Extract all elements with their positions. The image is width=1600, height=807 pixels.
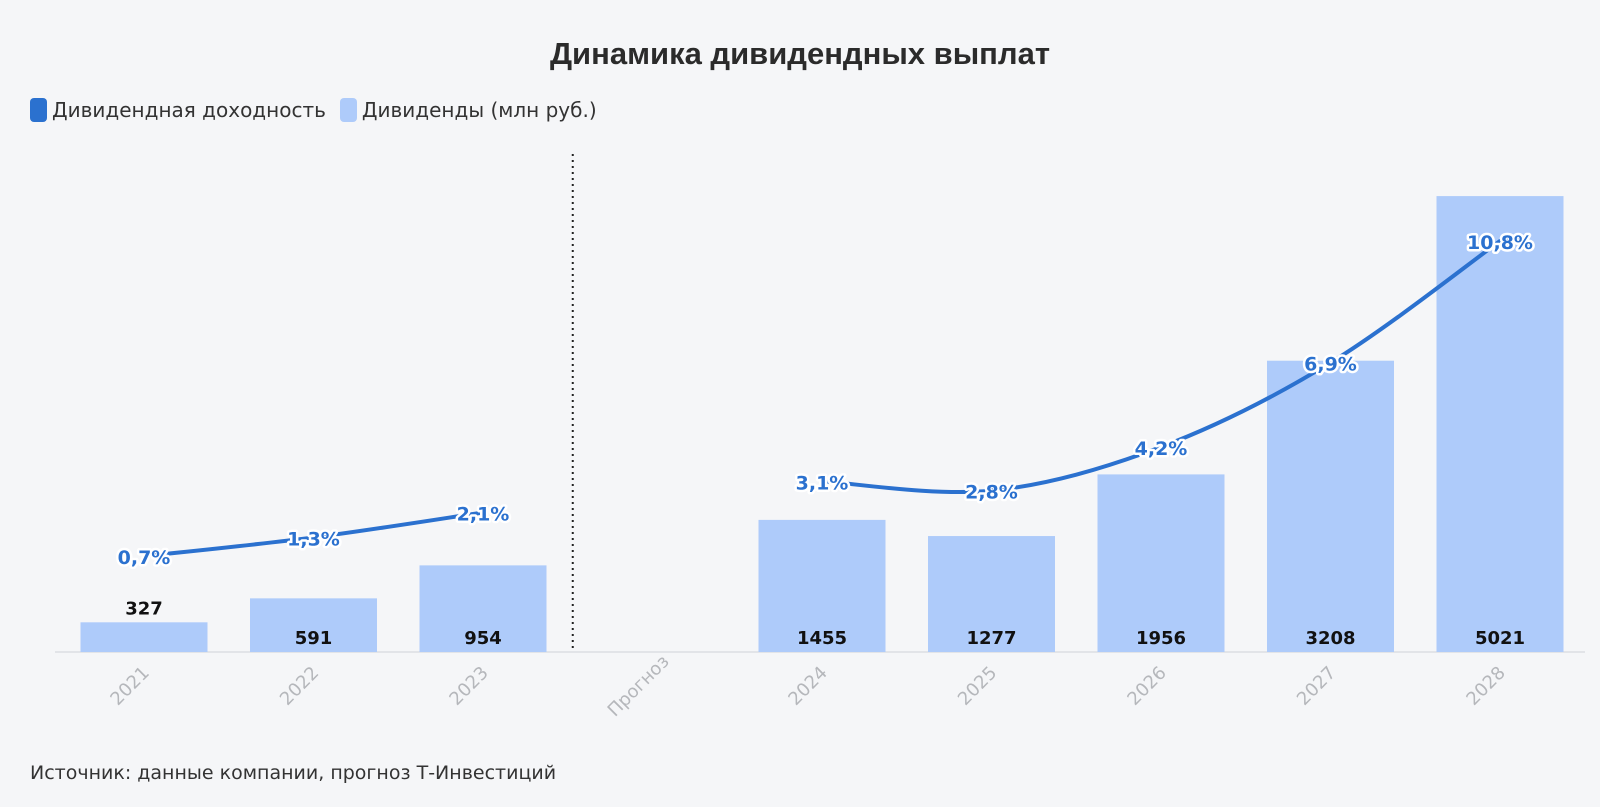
x-tick-label-2026: 2026	[1123, 662, 1170, 709]
x-tick-label-2027: 2027	[1293, 662, 1340, 709]
bar-2022	[250, 598, 377, 652]
legend-label-yield: Дивидендная доходность	[52, 98, 326, 122]
bar-2024	[758, 519, 886, 652]
chart-title: Динамика дивидендных выплат	[549, 36, 1051, 71]
yield-label-2026: 4,2%	[1135, 438, 1188, 460]
yield-label-2024: 3,1%	[796, 472, 849, 494]
bar-value-label-2022: 591	[295, 628, 333, 649]
x-tick-label-2028: 2028	[1462, 662, 1509, 709]
source-note: Источник: данные компании, прогноз Т-Инв…	[30, 762, 557, 784]
yield-label-2028: 10,8%	[1467, 232, 1533, 254]
legend-item-dividends: Дивиденды (млн руб.)	[339, 98, 597, 122]
legend-swatch-dividends	[339, 98, 357, 122]
yield-label-2021: 0,7%	[118, 547, 171, 569]
bar-2023	[419, 565, 547, 652]
bar-value-label-2024: 1455	[797, 628, 847, 649]
bar-2025	[928, 536, 1055, 652]
yield-label-2025: 2,8%	[965, 482, 1018, 504]
bar-2028	[1436, 196, 1564, 652]
bar-value-label-2025: 1277	[966, 628, 1016, 649]
x-tick-label-2022: 2022	[276, 662, 323, 709]
legend-label-dividends: Дивиденды (млн руб.)	[361, 98, 597, 122]
x-tick-label-2024: 2024	[784, 662, 831, 709]
chart-legend: Дивидендная доходность Дивиденды (млн ру…	[30, 98, 611, 122]
yield-label-2022: 1,3%	[287, 528, 340, 550]
bar-value-label-2023: 954	[464, 628, 502, 649]
bar-value-label-2027: 3208	[1305, 628, 1355, 649]
bar-value-label-2026: 1956	[1136, 628, 1186, 649]
x-tick-label-2021: 2021	[106, 662, 153, 709]
x-tick-label-2023: 2023	[445, 662, 492, 709]
bar-2021	[80, 622, 208, 652]
yield-label-2023: 2,1%	[457, 503, 510, 525]
yield-label-2027: 6,9%	[1304, 354, 1357, 376]
legend-swatch-yield	[30, 98, 47, 122]
yield-line-segment-2	[820, 239, 1502, 495]
legend-item-yield: Дивидендная доходность	[30, 98, 326, 122]
bar-value-label-2021: 327	[125, 598, 163, 619]
bar-2027	[1267, 360, 1394, 652]
x-tick-label-2025: 2025	[954, 662, 1001, 709]
bar-value-label-2028: 5021	[1475, 628, 1525, 649]
yield-line-segment-1	[142, 510, 485, 559]
x-tick-label-Прогноз: Прогноз	[604, 651, 674, 721]
bar-2026	[1097, 474, 1225, 652]
